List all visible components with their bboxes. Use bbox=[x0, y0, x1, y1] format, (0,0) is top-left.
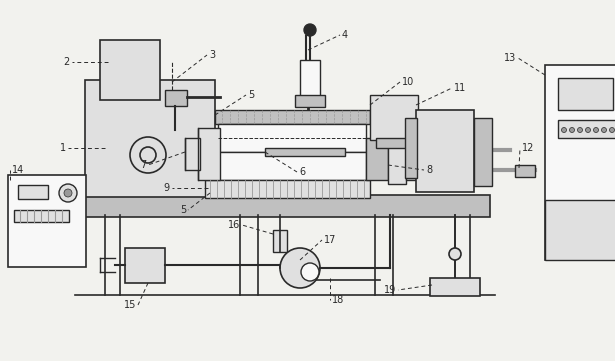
Text: 11: 11 bbox=[454, 83, 466, 93]
Text: 15: 15 bbox=[124, 300, 136, 310]
Text: 1: 1 bbox=[60, 143, 66, 153]
Text: 3: 3 bbox=[209, 50, 215, 60]
Bar bbox=[215, 110, 370, 124]
Text: 6: 6 bbox=[299, 167, 305, 177]
Text: 4: 4 bbox=[342, 30, 348, 40]
Bar bbox=[85, 80, 215, 197]
Text: 8: 8 bbox=[426, 165, 432, 175]
Text: 10: 10 bbox=[402, 77, 415, 87]
Bar bbox=[300, 60, 320, 100]
Bar bbox=[218, 152, 366, 180]
Bar bbox=[265, 148, 345, 156]
Text: 17: 17 bbox=[324, 235, 336, 245]
Text: 18: 18 bbox=[332, 295, 344, 305]
Text: 12: 12 bbox=[522, 143, 534, 153]
Bar bbox=[125, 248, 165, 283]
Circle shape bbox=[64, 189, 72, 197]
Circle shape bbox=[569, 127, 574, 132]
Bar bbox=[558, 120, 615, 138]
Bar bbox=[515, 165, 535, 177]
Text: 5: 5 bbox=[180, 205, 186, 215]
Text: 19: 19 bbox=[384, 285, 396, 295]
Bar bbox=[405, 118, 417, 178]
Bar bbox=[545, 200, 615, 260]
Circle shape bbox=[593, 127, 598, 132]
Bar bbox=[218, 124, 366, 152]
Bar bbox=[273, 230, 287, 252]
Text: 2: 2 bbox=[64, 57, 70, 67]
Bar bbox=[416, 110, 474, 192]
Text: 5: 5 bbox=[248, 90, 254, 100]
Circle shape bbox=[140, 147, 156, 163]
Bar bbox=[545, 65, 615, 260]
Bar bbox=[165, 90, 187, 106]
Circle shape bbox=[449, 248, 461, 260]
Bar bbox=[388, 132, 406, 184]
Circle shape bbox=[301, 263, 319, 281]
Text: 9: 9 bbox=[164, 183, 170, 193]
Bar bbox=[474, 118, 492, 186]
Bar bbox=[100, 40, 160, 100]
Bar bbox=[185, 138, 200, 170]
Bar bbox=[370, 95, 418, 140]
Bar bbox=[376, 138, 412, 148]
Circle shape bbox=[304, 24, 316, 36]
Text: 7: 7 bbox=[140, 160, 146, 170]
Circle shape bbox=[59, 184, 77, 202]
Bar bbox=[14, 210, 69, 222]
Text: 16: 16 bbox=[228, 220, 240, 230]
Circle shape bbox=[601, 127, 606, 132]
Circle shape bbox=[280, 248, 320, 288]
Bar bbox=[430, 278, 480, 296]
Bar bbox=[295, 95, 325, 107]
Bar bbox=[8, 175, 86, 267]
Circle shape bbox=[130, 137, 166, 173]
Text: 14: 14 bbox=[12, 165, 24, 175]
Bar bbox=[205, 180, 370, 198]
Bar bbox=[85, 195, 490, 217]
Circle shape bbox=[561, 127, 566, 132]
Bar bbox=[558, 78, 613, 110]
Circle shape bbox=[577, 127, 582, 132]
Bar bbox=[18, 185, 48, 199]
Circle shape bbox=[585, 127, 590, 132]
Text: 13: 13 bbox=[504, 53, 516, 63]
Bar bbox=[198, 128, 220, 180]
Bar bbox=[406, 138, 416, 180]
Bar bbox=[366, 138, 388, 180]
Circle shape bbox=[609, 127, 614, 132]
